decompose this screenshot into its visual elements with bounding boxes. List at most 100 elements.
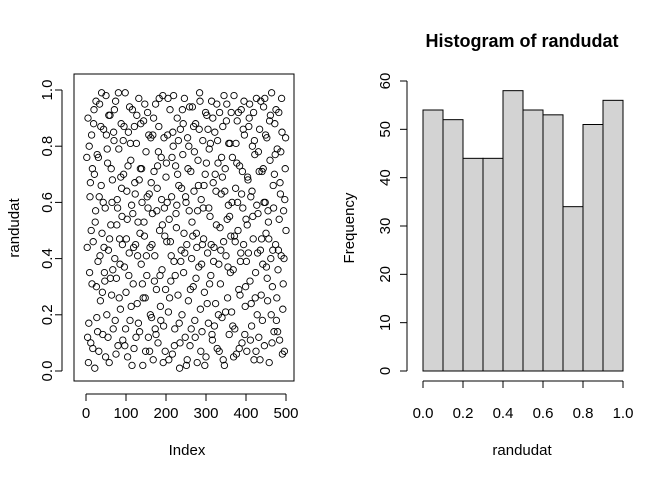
- scatter-point: [133, 299, 141, 308]
- scatter-point: [215, 347, 223, 355]
- scatter-point: [236, 291, 244, 299]
- scatter-point: [164, 308, 173, 316]
- scatter-point: [89, 120, 98, 128]
- scatter-point: [225, 139, 233, 148]
- scatter-point: [213, 100, 221, 108]
- scatter-point: [205, 204, 213, 212]
- scatter-point: [171, 325, 179, 333]
- scatter-x-axis-title: Index: [169, 442, 206, 459]
- scatter-point: [253, 249, 262, 257]
- histogram-bar: [562, 206, 584, 372]
- histogram-bar: [542, 114, 564, 372]
- histogram-y-tick-label: 10: [377, 314, 394, 331]
- scatter-point: [196, 305, 205, 313]
- scatter-point: [246, 277, 254, 285]
- scatter-point: [199, 235, 208, 243]
- scatter-point: [224, 263, 232, 271]
- scatter-point: [181, 249, 189, 257]
- scatter-point: [127, 302, 135, 311]
- scatter-point: [125, 103, 134, 111]
- histogram-y-tick-label: 30: [377, 218, 394, 235]
- scatter-point: [233, 198, 242, 207]
- scatter-point: [90, 106, 98, 114]
- scatter-point: [264, 218, 273, 226]
- histogram-bars: [422, 90, 624, 372]
- scatter-point: [271, 240, 280, 249]
- scatter-point: [188, 103, 197, 111]
- scatter-point: [182, 198, 190, 207]
- scatter-point: [126, 139, 135, 148]
- scatter-x-tick-label: 500: [273, 405, 298, 422]
- scatter-point: [189, 232, 197, 240]
- scatter-x-tick-label: 400: [233, 405, 258, 422]
- scatter-point: [144, 204, 152, 212]
- scatter-point: [144, 333, 153, 341]
- scatter-point: [135, 328, 144, 336]
- scatter-point: [108, 176, 117, 184]
- scatter-point: [241, 302, 249, 311]
- scatter-point: [275, 215, 283, 223]
- scatter-point: [194, 181, 203, 190]
- scatter-point: [103, 145, 111, 153]
- scatter-point: [145, 131, 153, 139]
- scatter-point: [116, 305, 125, 313]
- scatter-point: [235, 285, 243, 294]
- scatter-point: [201, 361, 209, 370]
- scatter-point: [166, 106, 174, 114]
- scatter-point: [111, 97, 120, 105]
- histogram-y-tick-label: 50: [377, 121, 394, 138]
- scatter-point: [140, 218, 148, 226]
- scatter-point: [221, 187, 229, 195]
- scatter-point: [273, 328, 282, 336]
- scatter-point: [240, 97, 248, 105]
- scatter-point: [190, 187, 198, 195]
- scatter-x-axis: 0 100 200 300 400 500: [82, 393, 299, 422]
- scatter-point: [266, 156, 274, 164]
- scatter-points: [83, 89, 290, 372]
- scatter-point: [208, 330, 216, 339]
- scatter-point: [179, 150, 187, 159]
- scatter-point: [161, 347, 169, 355]
- scatter-point: [100, 268, 109, 277]
- scatter-point: [241, 330, 249, 339]
- scatter-point: [85, 319, 93, 327]
- scatter-point: [171, 271, 179, 280]
- scatter-point: [125, 249, 133, 257]
- scatter-point: [121, 325, 130, 333]
- scatter-point: [200, 181, 208, 190]
- scatter-y-axis-title: randudat: [6, 198, 23, 258]
- histogram-title: Histogram of randudat: [425, 31, 618, 51]
- scatter-point: [143, 108, 152, 117]
- scatter-point: [187, 254, 196, 263]
- scatter-point: [225, 330, 233, 339]
- scatter-point: [164, 94, 172, 103]
- scatter-point: [101, 353, 110, 361]
- scatter-point: [211, 128, 219, 136]
- scatter-point: [207, 240, 215, 249]
- scatter-point: [202, 159, 211, 167]
- histogram-bar: [602, 99, 624, 372]
- scatter-point: [159, 322, 168, 330]
- scatter-point: [198, 328, 206, 336]
- scatter-point: [278, 350, 287, 358]
- scatter-point: [244, 249, 253, 257]
- scatter-point: [109, 128, 118, 136]
- scatter-point: [203, 299, 211, 308]
- scatter-point: [278, 128, 286, 136]
- scatter-point: [211, 299, 220, 308]
- scatter-point: [143, 193, 151, 201]
- scatter-point: [84, 358, 93, 367]
- scatter-point: [127, 156, 135, 164]
- scatter-point: [179, 120, 187, 128]
- scatter-point: [257, 291, 265, 299]
- scatter-point: [139, 361, 147, 370]
- scatter-point: [267, 311, 275, 319]
- scatter-x-tick-label: 200: [153, 405, 178, 422]
- scatter-point: [98, 229, 106, 237]
- scatter-point: [204, 125, 212, 133]
- scatter-point: [219, 122, 227, 131]
- scatter-point: [165, 215, 173, 223]
- scatter-point: [233, 117, 241, 125]
- scatter-point: [266, 111, 275, 119]
- scatter-point: [122, 288, 130, 296]
